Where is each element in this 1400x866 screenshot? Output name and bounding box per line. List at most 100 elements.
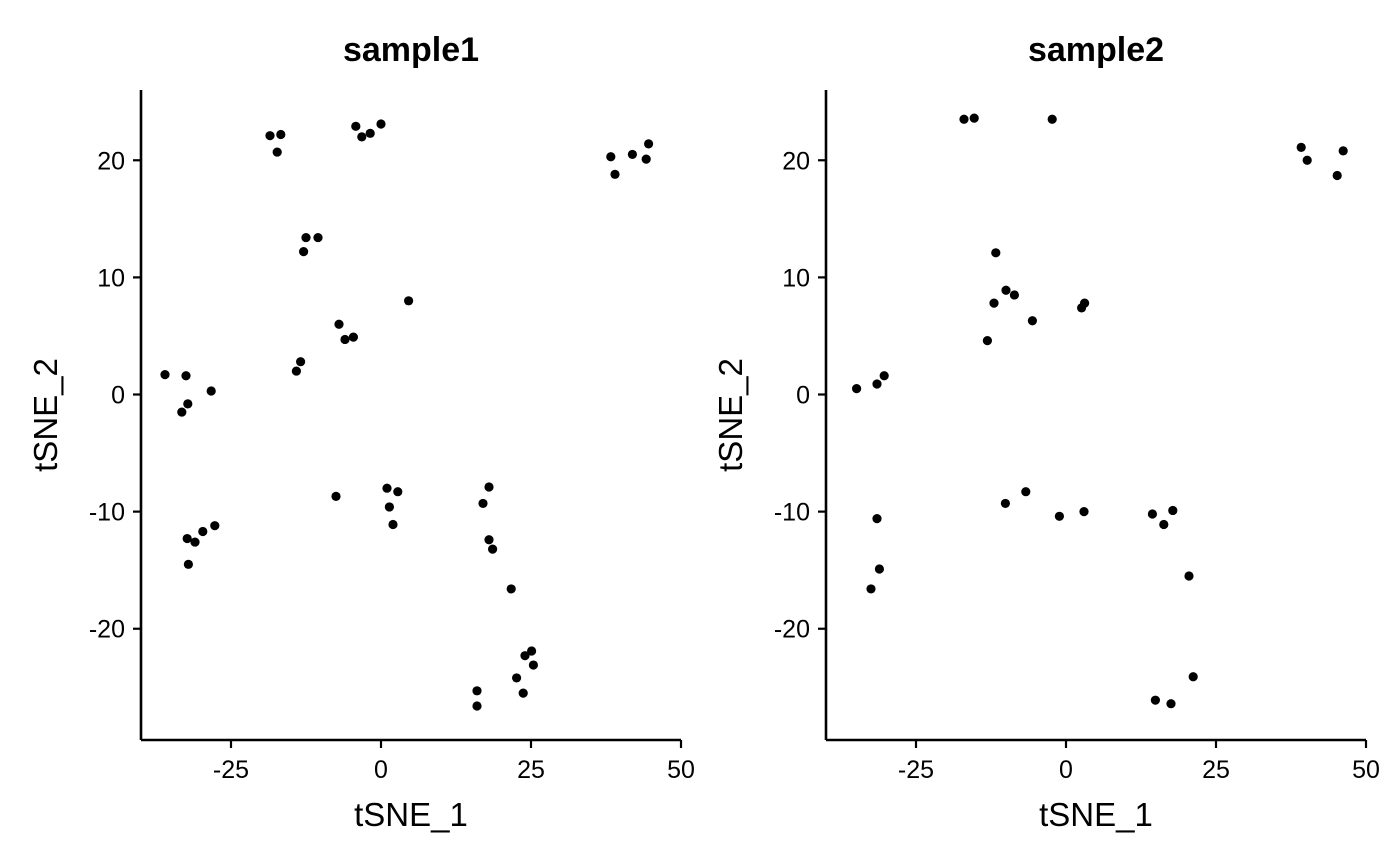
panel-title: sample1 (343, 31, 479, 69)
data-point (520, 651, 530, 661)
data-point (299, 247, 309, 257)
data-point (313, 232, 323, 243)
data-point (641, 154, 651, 164)
data-point (1001, 285, 1011, 295)
data-point (291, 366, 301, 376)
data-point (384, 502, 394, 512)
data-point (488, 544, 498, 554)
y-tick-label: 0 (796, 382, 810, 410)
data-point (1079, 507, 1089, 517)
y-tick-label: 20 (97, 147, 125, 175)
x-tick-label: 25 (1202, 756, 1230, 784)
data-point (1047, 114, 1057, 124)
panel-title: sample2 (1028, 31, 1164, 69)
data-point (472, 686, 482, 696)
data-point (478, 498, 488, 509)
data-point (1302, 155, 1312, 165)
data-point (181, 371, 191, 381)
y-tick-label: 0 (111, 382, 125, 410)
data-point (627, 149, 638, 160)
y-tick-label: -10 (774, 499, 810, 527)
data-point (528, 660, 539, 670)
data-point (518, 688, 528, 698)
data-point (382, 483, 392, 493)
data-point (1159, 519, 1169, 530)
data-point (1054, 511, 1064, 521)
data-point (991, 248, 1001, 258)
data-point (210, 521, 220, 531)
x-axis-label: tSNE_1 (354, 796, 468, 833)
y-tick-label: -20 (89, 616, 125, 644)
data-point (1184, 571, 1194, 581)
data-point (265, 131, 275, 141)
data-point (1027, 316, 1037, 326)
data-point (872, 514, 882, 524)
x-tick-label: 50 (667, 756, 695, 784)
data-point (1147, 509, 1157, 519)
data-point (334, 319, 344, 329)
data-point (644, 139, 654, 149)
data-point (1166, 699, 1176, 709)
data-point (866, 584, 876, 594)
y-axis-label: tSNE_2 (27, 358, 64, 472)
y-tick-label: 10 (97, 264, 125, 292)
x-axis-label: tSNE_1 (1039, 796, 1153, 833)
scatter-panel-2: sample2 -25 0 25 50 -20 -10 0 10 20 tSNE_1 tSNE_2 (712, 31, 1380, 833)
data-point (484, 535, 494, 545)
data-point (874, 564, 885, 574)
y-axis-label: tSNE_2 (712, 358, 749, 472)
x-tick-label: 0 (1059, 756, 1073, 784)
data-point (404, 296, 414, 306)
y-tick-label: 20 (782, 147, 810, 175)
data-point (276, 129, 286, 140)
data-point (1009, 290, 1020, 300)
data-point (506, 584, 516, 594)
x-tick-label: -25 (898, 756, 934, 784)
data-point (989, 298, 999, 308)
data-point (177, 407, 187, 417)
data-point (206, 386, 216, 396)
data-point (1000, 498, 1011, 509)
data-point (1080, 298, 1090, 308)
data-point (1188, 672, 1198, 682)
x-tick-label: 0 (374, 756, 388, 784)
data-point (1332, 170, 1342, 181)
data-point (190, 537, 200, 547)
data-point (969, 113, 979, 123)
data-point (376, 119, 386, 129)
data-point (610, 169, 620, 179)
data-point (511, 673, 522, 683)
data-point (183, 559, 193, 569)
data-point (301, 232, 311, 243)
data-point (183, 399, 193, 409)
data-point (357, 132, 367, 142)
data-point (388, 519, 398, 530)
x-tick-label: 50 (1352, 756, 1380, 784)
x-tick-label: -25 (213, 756, 249, 784)
data-point (1021, 487, 1031, 497)
y-tick-label: -20 (774, 616, 810, 644)
data-point (393, 487, 403, 497)
data-point (527, 646, 537, 656)
data-point (872, 379, 882, 389)
data-point (959, 114, 969, 124)
data-point (1150, 695, 1160, 705)
data-point (340, 334, 350, 345)
data-point (606, 152, 616, 162)
data-point (879, 371, 889, 381)
data-point (1296, 142, 1306, 152)
data-point (296, 357, 306, 367)
data-point (365, 128, 375, 138)
x-tick-label: 25 (517, 756, 545, 784)
data-point (484, 482, 494, 492)
data-point (272, 147, 282, 157)
data-point (160, 369, 170, 380)
data-point (351, 121, 361, 131)
data-point (1338, 146, 1348, 156)
data-point (198, 526, 208, 537)
scatter-panel-1: sample1 -25 0 25 50 -20 -10 0 10 20 tSNE_1 tSNE_2 (27, 31, 695, 833)
data-point (1168, 505, 1178, 516)
data-point (852, 384, 862, 394)
data-point (331, 491, 341, 501)
